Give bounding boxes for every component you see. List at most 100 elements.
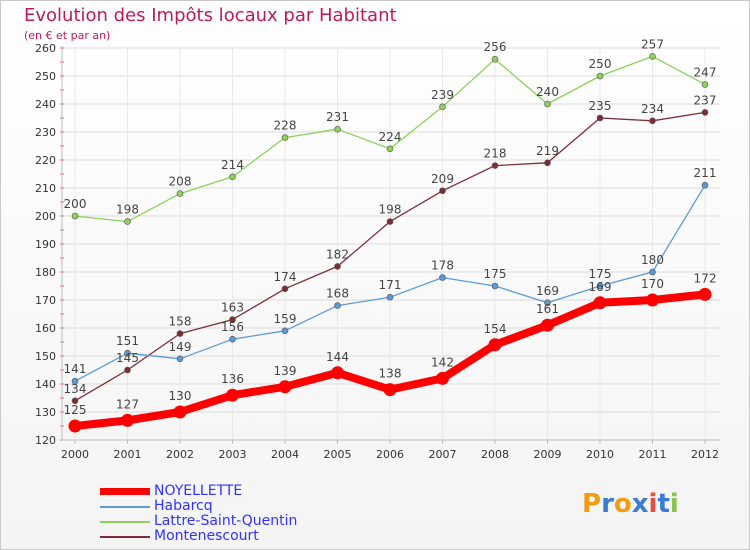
legend-label: NOYELLETTE (154, 483, 243, 499)
y-tick-label: 210 (35, 182, 56, 195)
y-tick-label: 250 (35, 70, 56, 83)
data-label: 127 (116, 397, 139, 411)
data-label: 169 (589, 280, 612, 294)
data-label: 224 (379, 130, 402, 144)
data-point (491, 162, 499, 169)
data-point (68, 419, 82, 433)
data-point (596, 72, 604, 80)
data-point (386, 145, 394, 153)
data-point (386, 293, 394, 301)
x-tick-label: 2005 (324, 448, 352, 461)
x-tick-label: 2008 (481, 448, 509, 461)
logo-letter: o (613, 489, 632, 519)
data-label: 211 (694, 166, 717, 180)
data-point (71, 377, 79, 385)
legend-swatch (100, 536, 150, 538)
data-point (646, 293, 659, 307)
chart-subtitle: (en € et par an) (24, 29, 111, 42)
x-tick-label: 2011 (639, 448, 667, 461)
logo-letter: x (631, 489, 649, 519)
x-tick-label: 2002 (166, 448, 194, 461)
data-point (229, 316, 236, 323)
x-tick-label: 2012 (691, 448, 719, 461)
y-tick-label: 150 (35, 350, 56, 363)
legend-label: Lattre-Saint-Quentin (154, 513, 298, 529)
data-point (701, 181, 709, 189)
data-point (649, 268, 656, 276)
x-tick-label: 2007 (429, 448, 457, 461)
data-point (439, 103, 446, 111)
data-label: 171 (379, 278, 402, 292)
data-point (386, 218, 394, 225)
data-point (383, 383, 397, 397)
data-label: 240 (536, 85, 559, 99)
data-point (71, 397, 79, 405)
data-point (436, 371, 449, 385)
data-label: 250 (589, 57, 612, 71)
x-tick-label: 2000 (61, 448, 89, 461)
x-tick-label: 2004 (271, 448, 299, 461)
data-label: 134 (64, 382, 87, 396)
data-point (331, 366, 344, 380)
data-point (649, 53, 656, 60)
y-tick-label: 130 (35, 406, 56, 419)
data-point (596, 114, 604, 122)
data-point (544, 159, 551, 167)
data-point (596, 282, 604, 290)
data-label: 235 (589, 99, 612, 113)
data-label: 159 (274, 312, 297, 326)
data-label: 144 (326, 350, 349, 364)
data-point (121, 413, 134, 427)
data-label: 130 (169, 389, 192, 403)
data-label: 218 (484, 147, 507, 161)
data-label: 231 (326, 110, 349, 124)
data-point (229, 335, 236, 343)
data-label: 257 (641, 37, 664, 51)
data-point (176, 330, 184, 337)
data-label: 182 (326, 247, 349, 261)
data-point (334, 125, 341, 133)
data-point (176, 355, 184, 363)
data-point (124, 218, 131, 225)
legend-label: Habarcq (154, 498, 213, 514)
data-label: 145 (116, 351, 139, 365)
data-label: 200 (64, 197, 87, 211)
y-tick-label: 260 (35, 42, 56, 55)
y-tick-label: 230 (35, 126, 56, 139)
data-point (176, 190, 184, 197)
data-label: 125 (64, 403, 87, 417)
data-label: 209 (431, 172, 454, 186)
data-label: 154 (484, 322, 507, 336)
data-label: 198 (379, 203, 402, 217)
data-label: 156 (221, 320, 244, 334)
data-point (281, 285, 289, 293)
data-point (701, 109, 709, 116)
data-label: 256 (484, 40, 507, 54)
data-label: 247 (694, 65, 717, 79)
data-label: 149 (169, 340, 192, 354)
data-label: 178 (431, 259, 454, 273)
data-label: 174 (274, 270, 297, 284)
data-point (491, 282, 499, 290)
data-label: 214 (221, 158, 244, 172)
data-point (698, 287, 712, 301)
data-label: 208 (169, 175, 192, 189)
x-tick-label: 2003 (219, 448, 247, 461)
y-tick-label: 190 (35, 238, 56, 251)
data-point (229, 173, 236, 181)
data-point (173, 405, 187, 419)
y-tick-label: 180 (35, 266, 56, 279)
data-label: 141 (64, 362, 87, 376)
data-label: 172 (694, 271, 717, 285)
legend-swatch (100, 488, 150, 495)
data-label: 142 (431, 355, 454, 369)
data-point (544, 100, 551, 108)
data-point (701, 81, 709, 88)
data-label: 163 (221, 301, 244, 315)
data-label: 169 (536, 284, 559, 298)
data-label: 234 (641, 102, 664, 116)
data-point (439, 187, 446, 195)
data-label: 237 (694, 93, 717, 107)
